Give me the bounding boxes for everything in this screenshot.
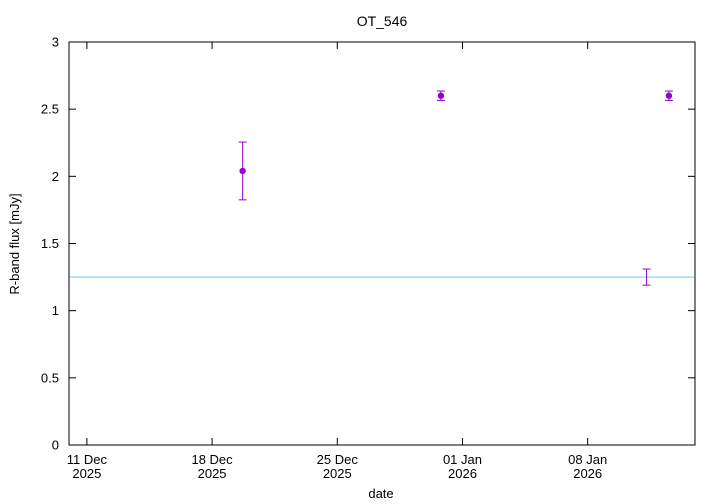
x-tick-label-year: 2025 <box>72 466 101 481</box>
y-tick-label: 2 <box>52 169 59 184</box>
y-tick-label: 3 <box>52 35 59 50</box>
y-axis-label: R-band flux [mJy] <box>7 193 22 294</box>
data-marks <box>238 90 673 286</box>
data-point <box>665 92 673 99</box>
x-tick-label-year: 2025 <box>323 466 352 481</box>
x-tick-label: 11 Dec <box>67 452 108 467</box>
x-tick-label-year: 2026 <box>573 466 602 481</box>
data-point <box>239 167 246 175</box>
x-tick-label: 18 Dec <box>191 452 233 467</box>
y-tick-label: 2.5 <box>41 102 59 117</box>
plot-frame <box>68 41 696 446</box>
data-point <box>437 92 445 99</box>
x-tick-label-year: 2026 <box>448 466 477 481</box>
y-tick-label: 1.5 <box>41 236 59 251</box>
x-tick-label: 25 Dec <box>317 452 359 467</box>
x-axis-label: date <box>368 486 393 501</box>
x-tick-label-year: 2025 <box>198 466 227 481</box>
y-tick-label: 1 <box>52 303 59 318</box>
y-tick-label: 0.5 <box>41 370 59 385</box>
y-tick-label: 0 <box>52 438 59 453</box>
x-tick-label: 01 Jan <box>443 452 482 467</box>
x-tick-label: 08 Jan <box>568 452 607 467</box>
chart-title: OT_546 <box>357 13 408 29</box>
